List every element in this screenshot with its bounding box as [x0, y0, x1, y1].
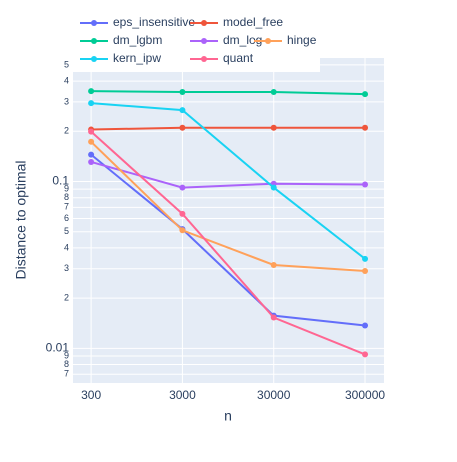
y-tick-label: 0.01	[46, 341, 70, 355]
data-point	[88, 138, 95, 145]
y-tick-label: 9	[64, 184, 69, 194]
legend-marker	[201, 38, 207, 44]
data-point	[179, 210, 186, 217]
data-point	[362, 124, 369, 131]
data-point	[88, 128, 95, 135]
data-point	[270, 314, 277, 321]
data-point	[179, 89, 186, 96]
data-point	[88, 151, 95, 158]
data-point	[270, 124, 277, 131]
y-tick-label: 9	[64, 350, 69, 360]
data-point	[362, 181, 369, 188]
legend-marker	[91, 56, 97, 62]
x-tick-label: 300	[81, 388, 101, 402]
data-point	[362, 255, 369, 262]
y-tick-label: 3	[64, 96, 69, 106]
data-point	[179, 124, 186, 131]
data-point	[88, 100, 95, 107]
legend-marker	[201, 56, 207, 62]
legend-label: kern_ipw	[113, 51, 161, 65]
legend-label: dm_log	[223, 33, 262, 47]
data-point	[179, 227, 186, 234]
data-point	[362, 91, 369, 98]
plot-area	[73, 58, 384, 383]
data-point	[270, 261, 277, 268]
x-tick-label: 300000	[345, 388, 385, 402]
data-point	[270, 184, 277, 191]
y-tick-label: 0.1	[52, 174, 69, 188]
legend-label: hinge	[287, 33, 317, 47]
series-line	[90, 130, 366, 356]
series-line	[90, 141, 366, 272]
y-tick-label: 8	[64, 359, 69, 369]
legend-marker	[265, 38, 271, 44]
series-line	[90, 153, 366, 327]
series-line	[91, 126, 366, 131]
y-tick-label: 2	[64, 126, 69, 136]
data-point	[88, 88, 95, 95]
data-point	[362, 322, 369, 329]
y-tick-label: 4	[64, 75, 69, 85]
data-point	[362, 351, 369, 358]
y-tick-label: 6	[64, 213, 69, 223]
y-tick-label: 2	[64, 293, 69, 303]
legend-label: quant	[223, 51, 254, 65]
x-tick-label: 30000	[257, 388, 291, 402]
y-tick-label: 7	[64, 202, 69, 212]
x-axis-title: n	[224, 408, 232, 424]
y-tick-label: 5	[64, 59, 69, 69]
legend-marker	[91, 20, 97, 26]
y-tick-label: 7	[64, 369, 69, 379]
data-point	[270, 89, 277, 96]
legend-label: eps_insensitive	[113, 15, 195, 29]
data-point	[179, 184, 186, 191]
legend-marker	[201, 20, 207, 26]
x-tick-label: 3000	[169, 388, 196, 402]
data-point	[88, 158, 95, 165]
y-tick-label: 4	[64, 242, 69, 252]
y-tick-label: 3	[64, 263, 69, 273]
y-axis-title: Distance to optimal	[13, 160, 29, 279]
y-tick-label: 5	[64, 226, 69, 236]
series-line	[91, 90, 366, 96]
legend-label: model_free	[223, 15, 283, 29]
data-point	[362, 267, 369, 274]
series-line	[90, 160, 366, 189]
data-point	[179, 107, 186, 114]
legend-marker	[91, 38, 97, 44]
y-tick-label: 8	[64, 192, 69, 202]
series-line	[91, 102, 366, 260]
legend-label: dm_lgbm	[113, 33, 162, 47]
